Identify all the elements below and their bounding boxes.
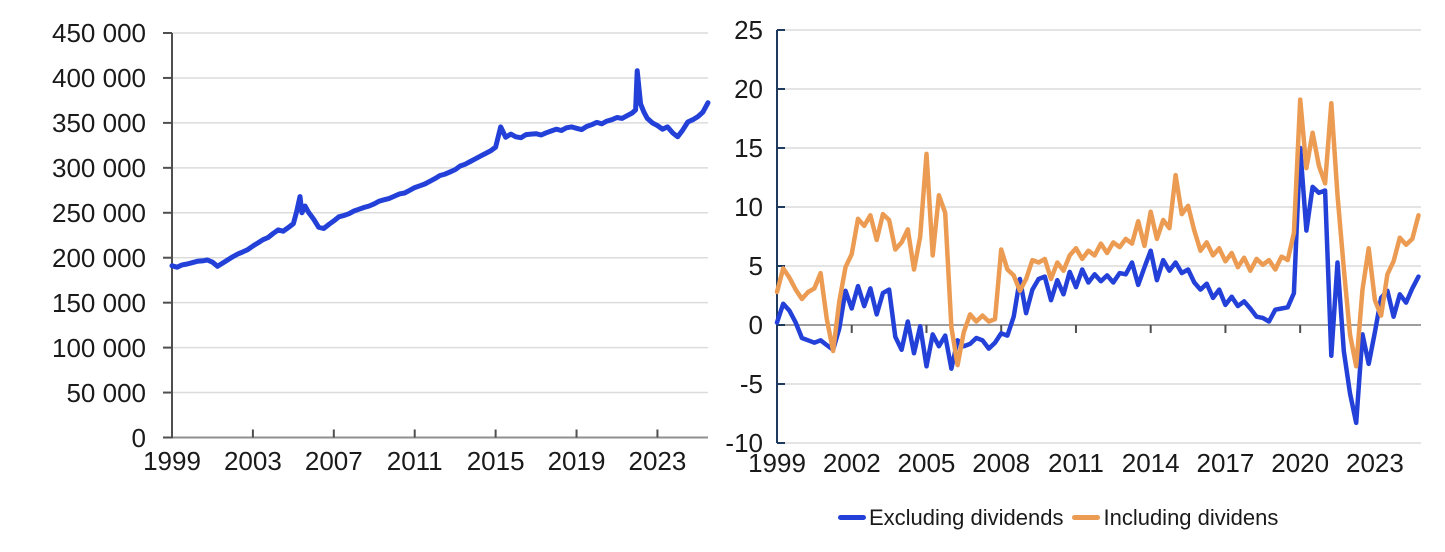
legend: Excluding dividends Including dividens [838,504,1278,531]
right-y-tick-label: -10 [725,428,763,458]
left-x-tick-label: 2007 [304,446,363,476]
left-y-tick-label: 400 000 [52,62,146,93]
right-y-tick-label: 10 [734,192,763,222]
right-x-tick-label: 2005 [897,448,956,478]
legend-line-swatch-blue [838,515,866,520]
left-series-line [169,68,711,270]
right-y-tick-label: 0 [748,310,763,340]
right-x-tick-label: 2020 [1271,448,1330,478]
legend-label: Including dividens [1103,505,1279,530]
right-series-line-excluding-dividends [774,145,1421,426]
legend-label: Excluding dividends [869,505,1064,530]
right-x-tick-label: 1999 [748,448,806,478]
left-x-tick-label: 2003 [223,446,282,476]
legend-item-including-dividends: Including dividens [1072,504,1278,531]
left-y-tick-label: 300 000 [52,152,146,183]
right-y-tick-label: 20 [734,74,763,104]
left-y-tick-label: 150 000 [52,287,146,318]
left-y-tick-label: 0 [131,422,146,453]
left-y-tick-label: 200 000 [52,242,146,273]
left-y-tick-label: 100 000 [52,332,146,363]
left-y-tick-label: 350 000 [52,107,146,138]
legend-item-excluding-dividends: Excluding dividends [838,504,1063,531]
right-y-tick-label: 15 [734,133,763,163]
left-x-tick-label: 2015 [466,446,525,476]
left-y-tick-label: 250 000 [52,197,146,228]
legend-line-swatch-orange [1072,515,1101,520]
left-x-tick-label: 2011 [386,446,443,476]
right-x-tick-label: 2008 [972,448,1031,478]
right-x-tick-label: 2002 [822,448,881,478]
left-x-tick-label: 1999 [143,446,201,476]
right-x-tick-label: 2017 [1196,448,1255,478]
left-x-tick-label: 2019 [547,446,606,476]
right-y-tick-label: -5 [739,369,763,399]
right-x-tick-label: 2023 [1345,448,1404,478]
right-y-tick-label: 5 [748,251,763,281]
left-y-tick-label: 450 000 [52,18,146,48]
right-x-tick-label: 2011 [1047,448,1104,478]
right-y-tick-label: 25 [734,15,763,45]
left-y-tick-label: 50 000 [66,377,146,408]
right-series-line-including-dividends [774,97,1421,369]
left-x-tick-label: 2023 [628,446,687,476]
right-x-tick-label: 2014 [1121,448,1180,478]
